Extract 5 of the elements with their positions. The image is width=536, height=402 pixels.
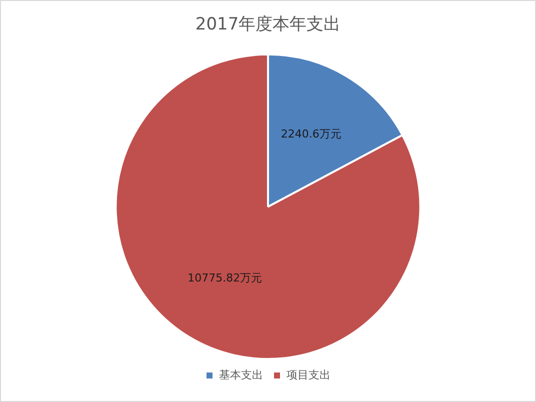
data-label: 10775.82万元 bbox=[188, 271, 262, 284]
data-label: 2240.6万元 bbox=[280, 128, 342, 141]
chart-title: 2017年度本年支出 bbox=[195, 14, 341, 35]
legend-label: 项目支出 bbox=[286, 368, 330, 382]
legend-label: 基本支出 bbox=[219, 368, 263, 382]
